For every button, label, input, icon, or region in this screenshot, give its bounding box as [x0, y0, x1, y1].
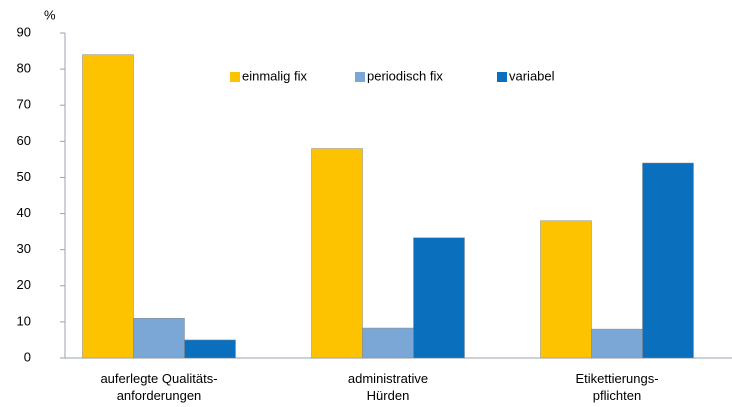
bar [591, 328, 643, 359]
bar [184, 339, 236, 359]
x-tick-label: auferlegte Qualitäts-anforderungen [100, 371, 217, 403]
y-tick-label: 40 [17, 205, 31, 220]
y-tick-label: 30 [17, 241, 31, 256]
y-tick-label: 0 [24, 349, 31, 364]
y-tick-label: 50 [17, 169, 31, 184]
y-tick-label: 80 [17, 61, 31, 76]
y-tick-label: 70 [17, 97, 31, 112]
legend-label: periodisch fix [367, 68, 443, 83]
y-tick-label: 20 [17, 277, 31, 292]
x-tick-label: administrative Hürden [348, 371, 428, 403]
legend-swatch [497, 72, 507, 82]
bar [642, 162, 694, 359]
y-axis-label: % [44, 7, 56, 22]
bar [133, 318, 185, 359]
bar [540, 220, 592, 359]
y-tick-label: 60 [17, 133, 31, 148]
legend-swatch [230, 72, 240, 82]
legend-label: variabel [509, 68, 555, 83]
legend-box [208, 57, 586, 97]
bar [311, 148, 363, 359]
bar [362, 327, 414, 359]
bar [413, 237, 465, 359]
y-tick-label: 90 [17, 24, 31, 39]
x-tick-label: Etikettierungs-pflichten [575, 371, 658, 403]
legend-label: einmalig fix [242, 68, 308, 83]
legend-swatch [355, 72, 365, 82]
bar [82, 54, 134, 359]
y-tick-label: 10 [17, 313, 31, 328]
